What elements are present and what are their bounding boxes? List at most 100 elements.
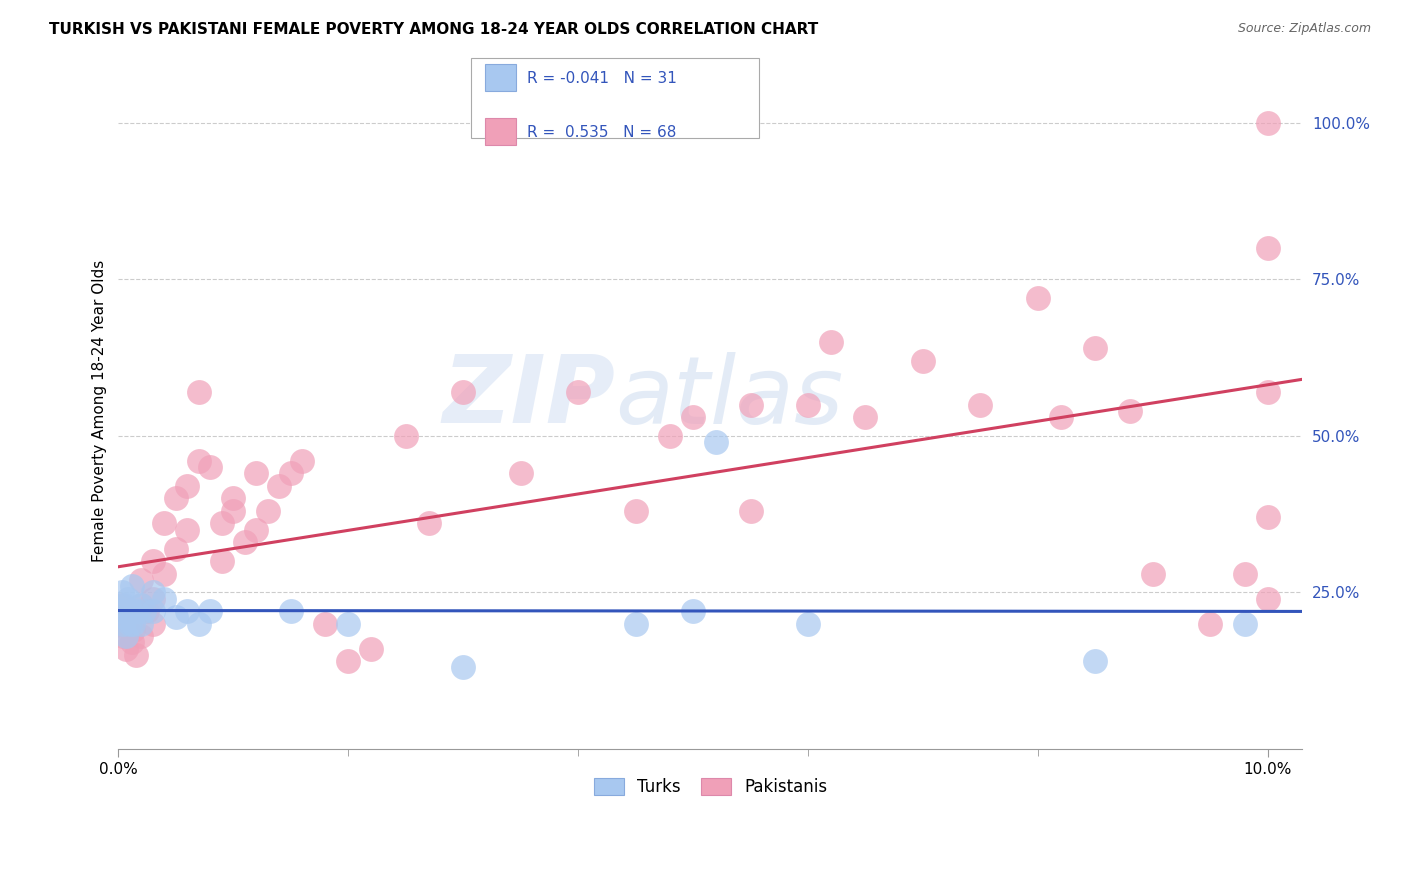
Point xyxy=(245,467,267,481)
Point xyxy=(142,554,165,568)
Point xyxy=(1257,241,1279,255)
Point xyxy=(118,604,141,618)
Point xyxy=(704,435,727,450)
Point xyxy=(418,516,440,531)
Point xyxy=(509,467,531,481)
Point xyxy=(1257,385,1279,400)
Y-axis label: Female Poverty Among 18-24 Year Olds: Female Poverty Among 18-24 Year Olds xyxy=(93,260,107,562)
Point xyxy=(117,623,139,637)
Point xyxy=(222,491,245,506)
Point xyxy=(153,591,176,606)
Point xyxy=(200,604,222,618)
Point xyxy=(1233,616,1256,631)
Point xyxy=(1084,654,1107,668)
Point xyxy=(131,616,153,631)
Point xyxy=(131,573,153,587)
Point xyxy=(121,579,143,593)
Point xyxy=(200,460,222,475)
Point xyxy=(1026,291,1049,305)
Point xyxy=(110,616,132,631)
Point xyxy=(142,604,165,618)
Point xyxy=(112,616,135,631)
Point xyxy=(211,516,233,531)
Point xyxy=(118,616,141,631)
Point xyxy=(187,616,209,631)
Point xyxy=(1257,591,1279,606)
Text: atlas: atlas xyxy=(616,351,844,442)
Point xyxy=(1199,616,1222,631)
Point xyxy=(395,429,418,443)
Point xyxy=(1257,116,1279,130)
Point xyxy=(121,635,143,649)
Point xyxy=(114,616,136,631)
Point xyxy=(132,604,155,618)
Point xyxy=(153,516,176,531)
Point xyxy=(280,467,302,481)
Point xyxy=(122,623,145,637)
Point xyxy=(1119,404,1142,418)
Point xyxy=(245,523,267,537)
Point xyxy=(176,604,198,618)
Point xyxy=(125,648,148,662)
Point xyxy=(567,385,589,400)
Point xyxy=(360,641,382,656)
Point xyxy=(291,454,314,468)
Point xyxy=(142,591,165,606)
Point xyxy=(115,629,138,643)
Point xyxy=(314,616,336,631)
Text: ZIP: ZIP xyxy=(443,351,616,443)
Point xyxy=(176,523,198,537)
Point xyxy=(153,566,176,581)
Point xyxy=(740,398,762,412)
Point xyxy=(111,585,134,599)
Point xyxy=(112,604,135,618)
Point xyxy=(682,604,704,618)
Point xyxy=(451,660,474,674)
Point xyxy=(911,353,934,368)
Point xyxy=(165,491,187,506)
Point xyxy=(165,610,187,624)
Point xyxy=(165,541,187,556)
Point xyxy=(176,479,198,493)
Point xyxy=(187,385,209,400)
Point xyxy=(337,616,360,631)
Point xyxy=(624,504,647,518)
Point xyxy=(222,504,245,518)
Point xyxy=(114,610,136,624)
Point xyxy=(125,604,148,618)
Point xyxy=(187,454,209,468)
Point xyxy=(111,598,134,612)
Point xyxy=(131,598,153,612)
Point xyxy=(257,504,280,518)
Legend: Turks, Pakistanis: Turks, Pakistanis xyxy=(585,770,835,805)
Point xyxy=(451,385,474,400)
Point xyxy=(280,604,302,618)
Point xyxy=(337,654,360,668)
Point xyxy=(136,604,159,618)
Text: R = -0.041   N = 31: R = -0.041 N = 31 xyxy=(527,71,678,86)
Point xyxy=(624,616,647,631)
Point xyxy=(142,585,165,599)
Point xyxy=(110,604,132,618)
Point xyxy=(659,429,682,443)
Point xyxy=(112,629,135,643)
Point xyxy=(118,604,141,618)
Point xyxy=(1142,566,1164,581)
Point xyxy=(1257,510,1279,524)
Point xyxy=(115,641,138,656)
Point xyxy=(1050,410,1073,425)
Point xyxy=(682,410,704,425)
Point xyxy=(122,616,145,631)
Point xyxy=(211,554,233,568)
Point xyxy=(1084,341,1107,355)
Point xyxy=(855,410,877,425)
Point xyxy=(112,598,135,612)
Text: Source: ZipAtlas.com: Source: ZipAtlas.com xyxy=(1237,22,1371,36)
Text: TURKISH VS PAKISTANI FEMALE POVERTY AMONG 18-24 YEAR OLDS CORRELATION CHART: TURKISH VS PAKISTANI FEMALE POVERTY AMON… xyxy=(49,22,818,37)
Text: R =  0.535   N = 68: R = 0.535 N = 68 xyxy=(527,125,676,139)
Point xyxy=(269,479,291,493)
Point xyxy=(820,334,842,349)
Point xyxy=(1233,566,1256,581)
Point xyxy=(131,598,153,612)
Point xyxy=(117,591,139,606)
